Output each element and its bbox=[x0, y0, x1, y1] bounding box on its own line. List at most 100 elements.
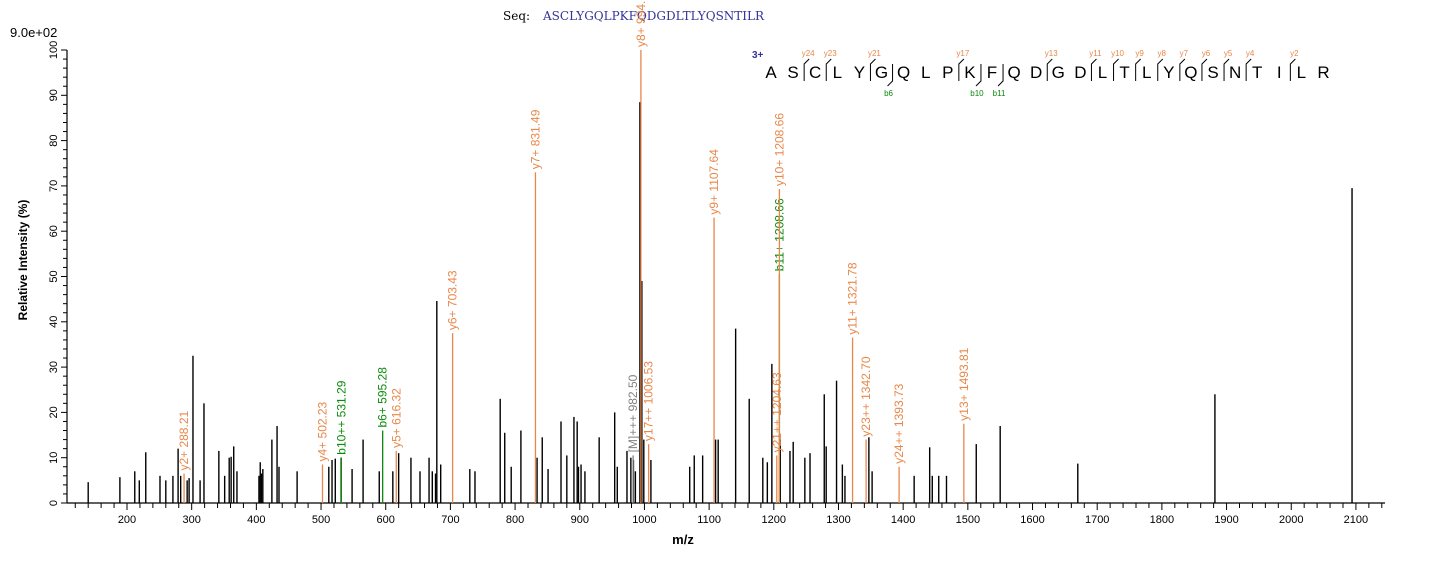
residue: L bbox=[1297, 63, 1306, 82]
y-ion-label: y2 bbox=[1290, 49, 1299, 58]
y-ion-bracket bbox=[825, 58, 832, 81]
residue: P bbox=[942, 63, 953, 82]
y-ion-bracket bbox=[1245, 58, 1252, 81]
residue: N bbox=[1229, 63, 1241, 82]
x-tick-label: 200 bbox=[118, 514, 136, 526]
y-ion-label: y7 bbox=[1180, 49, 1189, 58]
residue: Q bbox=[897, 63, 910, 82]
residue: Y bbox=[854, 63, 865, 82]
b-ion-bracket bbox=[887, 64, 894, 87]
y-ion-label: y8 bbox=[1158, 49, 1167, 58]
b-ion-bracket bbox=[997, 64, 1004, 87]
y-ion-label: y23 bbox=[824, 49, 837, 58]
x-tick-label: 1900 bbox=[1214, 514, 1238, 526]
peak-label: b10++ 531.29 bbox=[334, 380, 348, 454]
x-tick-label: 900 bbox=[571, 514, 589, 526]
residue: S bbox=[787, 63, 798, 82]
y-ion-label: y21 bbox=[868, 49, 881, 58]
residue: F bbox=[987, 63, 997, 82]
x-tick-label: 400 bbox=[247, 514, 265, 526]
peak-label: y6+ 703.43 bbox=[446, 270, 460, 330]
x-tick-label: 2100 bbox=[1344, 514, 1368, 526]
y-ion-bracket bbox=[869, 58, 876, 81]
y-tick-label: 90 bbox=[48, 89, 60, 101]
y-ion-label: y11 bbox=[1089, 49, 1102, 58]
b-ion-label: b6 bbox=[884, 89, 893, 98]
residue: T bbox=[1252, 63, 1262, 82]
residue: T bbox=[1119, 63, 1129, 82]
residue: D bbox=[1074, 63, 1086, 82]
x-tick-label: 1100 bbox=[697, 514, 721, 526]
peak-label: b6+ 595.28 bbox=[376, 367, 390, 428]
peak-label: y11+ 1321.78 bbox=[846, 262, 860, 335]
residue: L bbox=[921, 63, 930, 82]
y-tick-label: 40 bbox=[48, 316, 60, 328]
residue: Q bbox=[1184, 63, 1197, 82]
y-tick-label: 100 bbox=[48, 41, 60, 59]
y-tick-label: 50 bbox=[48, 270, 60, 282]
peak-label: y21++ 1204.63 bbox=[770, 372, 784, 452]
peak-label: y2+ 288.21 bbox=[177, 411, 191, 471]
y-axis-label: Relative Intensity (%) bbox=[16, 200, 30, 321]
x-tick-label: 1600 bbox=[1020, 514, 1044, 526]
peak-label: y13+ 1493.81 bbox=[957, 347, 971, 420]
x-tick-label: 700 bbox=[441, 514, 459, 526]
residue: S bbox=[1207, 63, 1218, 82]
x-tick-label: 600 bbox=[377, 514, 395, 526]
y-ion-bracket bbox=[1201, 58, 1208, 81]
x-tick-label: 1800 bbox=[1150, 514, 1174, 526]
b-ion-label: b11 bbox=[993, 89, 1006, 98]
y-ion-bracket bbox=[1179, 58, 1186, 81]
residue: L bbox=[1142, 63, 1151, 82]
residue: D bbox=[1030, 63, 1042, 82]
y-ion-label: y5 bbox=[1224, 49, 1233, 58]
x-tick-label: 1000 bbox=[632, 514, 656, 526]
x-tick-label: 1500 bbox=[956, 514, 980, 526]
peak-label: y7+ 831.49 bbox=[528, 109, 542, 169]
peak-label: y5+ 616.32 bbox=[389, 388, 403, 448]
y-ion-label: y13 bbox=[1045, 49, 1058, 58]
x-tick-label: 1400 bbox=[891, 514, 915, 526]
residue: I bbox=[1277, 63, 1282, 82]
peak-label: y17++ 1006.53 bbox=[642, 361, 656, 441]
b-ion-bracket bbox=[975, 64, 982, 87]
x-tick-label: 800 bbox=[506, 514, 524, 526]
y-tick-label: 20 bbox=[48, 406, 60, 418]
peak-label: y23++ 1342.70 bbox=[859, 356, 873, 436]
x-tick-label: 1700 bbox=[1085, 514, 1109, 526]
residue: Y bbox=[1163, 63, 1174, 82]
y-ion-bracket bbox=[1090, 58, 1097, 81]
residue: G bbox=[1052, 63, 1065, 82]
charge-label: 3+ bbox=[752, 50, 764, 61]
x-tick-label: 1300 bbox=[826, 514, 850, 526]
residue: R bbox=[1317, 63, 1329, 82]
peak-label: y9+ 1107.64 bbox=[707, 149, 721, 215]
x-tick-label: 300 bbox=[183, 514, 201, 526]
residue: K bbox=[964, 63, 976, 82]
y-ion-bracket bbox=[1157, 58, 1164, 81]
y-tick-label: 30 bbox=[48, 361, 60, 373]
max-intensity-label: 9.0e+02 bbox=[10, 25, 57, 40]
y-ion-label: y4 bbox=[1246, 49, 1255, 58]
residue: L bbox=[1098, 63, 1107, 82]
y-ion-label: y10 bbox=[1111, 49, 1124, 58]
y-ion-label: y6 bbox=[1202, 49, 1211, 58]
y-tick-label: 0 bbox=[48, 500, 60, 506]
y-ion-label: y9 bbox=[1135, 49, 1144, 58]
seq-value: ASCLYGQLPKFQDGDLTLYQSNTILR bbox=[542, 9, 765, 23]
annotations: y2+ 288.21 y4+ 502.23 b10++ 531.29 b6+ 595.… bbox=[177, 0, 971, 503]
residue: G bbox=[875, 63, 888, 82]
y-tick-label: 10 bbox=[48, 452, 60, 464]
y-ion-bracket bbox=[803, 58, 810, 81]
y-tick-label: 60 bbox=[48, 225, 60, 237]
b-ion-label: b10 bbox=[970, 89, 984, 98]
peak-label: y10+ 1208.66 bbox=[772, 113, 786, 186]
x-tick-label: 2000 bbox=[1279, 514, 1303, 526]
y-ion-bracket bbox=[1223, 58, 1230, 81]
y-ion-label: y24 bbox=[802, 49, 815, 58]
y-ion-label: y17 bbox=[956, 49, 969, 58]
y-ion-bracket bbox=[1289, 58, 1296, 81]
peak-label: [M]+++ 982.50 bbox=[626, 374, 640, 452]
